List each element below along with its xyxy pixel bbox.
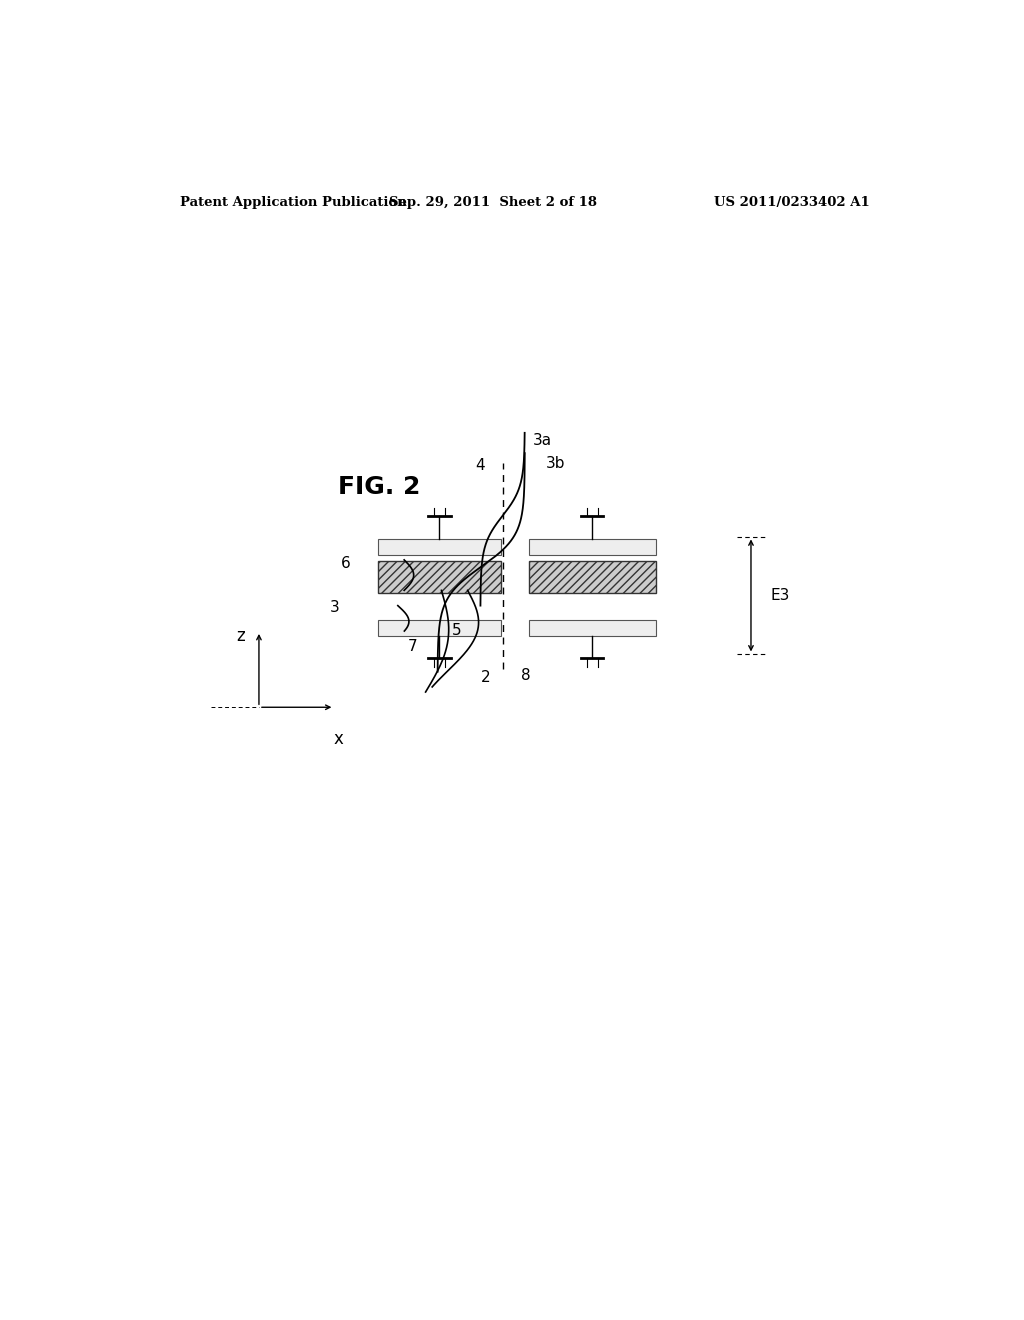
Text: 3a: 3a — [532, 433, 552, 447]
Bar — [378, 620, 501, 636]
Text: Sep. 29, 2011  Sheet 2 of 18: Sep. 29, 2011 Sheet 2 of 18 — [389, 195, 597, 209]
Text: 3b: 3b — [546, 457, 565, 471]
Text: 7: 7 — [409, 639, 418, 655]
Text: 8: 8 — [521, 668, 530, 682]
Bar — [528, 539, 655, 554]
Text: 3: 3 — [330, 601, 340, 615]
Bar — [378, 561, 501, 594]
Text: 6: 6 — [340, 557, 350, 572]
Text: US 2011/0233402 A1: US 2011/0233402 A1 — [715, 195, 870, 209]
Text: 5: 5 — [452, 623, 462, 638]
Text: Patent Application Publication: Patent Application Publication — [179, 195, 407, 209]
Text: FIG. 2: FIG. 2 — [338, 475, 421, 499]
Text: 4: 4 — [475, 458, 484, 474]
Bar — [528, 561, 655, 594]
Text: E3: E3 — [771, 587, 791, 603]
Text: z: z — [236, 627, 245, 645]
Bar — [528, 620, 655, 636]
Text: x: x — [334, 730, 343, 747]
Text: 2: 2 — [481, 669, 490, 685]
Bar — [378, 539, 501, 554]
